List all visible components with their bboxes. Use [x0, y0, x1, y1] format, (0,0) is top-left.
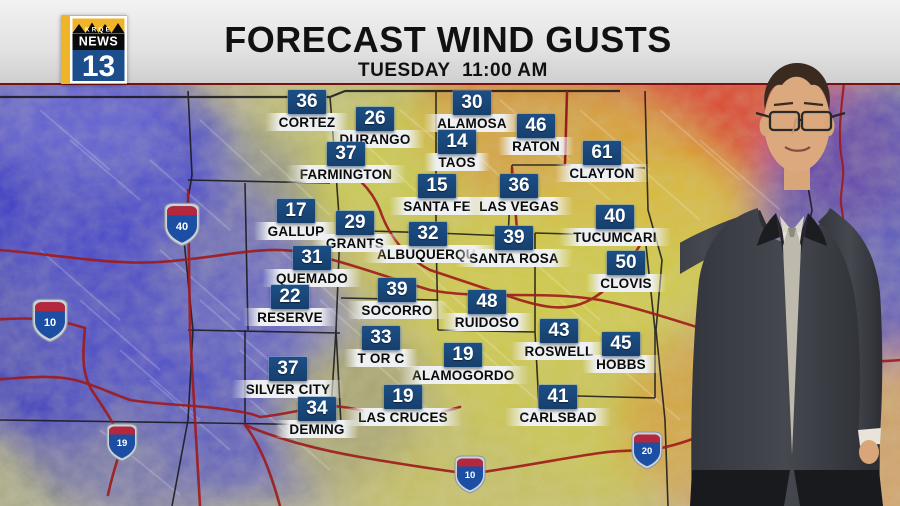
svg-text:10: 10 — [44, 317, 56, 329]
svg-text:20: 20 — [642, 446, 653, 457]
svg-text:40: 40 — [176, 221, 188, 233]
svg-text:NEWS: NEWS — [79, 35, 119, 49]
svg-text:KRQE: KRQE — [85, 27, 112, 34]
svg-text:10: 10 — [465, 470, 476, 481]
svg-text:13: 13 — [82, 50, 115, 83]
svg-text:19: 19 — [117, 438, 128, 449]
